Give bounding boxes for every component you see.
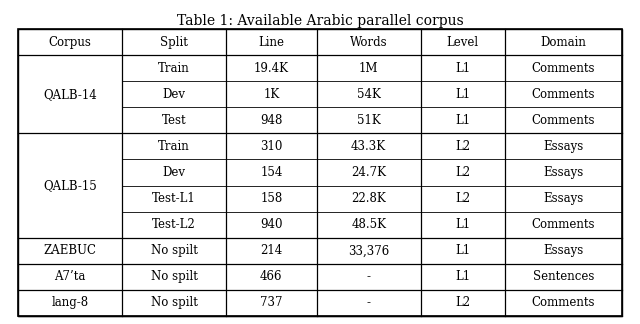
- Text: Comments: Comments: [532, 296, 595, 309]
- Text: Words: Words: [350, 36, 387, 49]
- Text: Comments: Comments: [532, 218, 595, 231]
- Text: Line: Line: [259, 36, 284, 49]
- Text: No spilt: No spilt: [150, 270, 198, 284]
- Text: 51K: 51K: [356, 114, 381, 127]
- Text: 466: 466: [260, 270, 283, 284]
- Text: 310: 310: [260, 140, 282, 153]
- Text: Essays: Essays: [543, 140, 584, 153]
- Text: L1: L1: [455, 218, 470, 231]
- Text: 19.4K: 19.4K: [254, 62, 289, 75]
- Text: lang-8: lang-8: [51, 296, 88, 309]
- Text: L1: L1: [455, 62, 470, 75]
- Text: 214: 214: [260, 244, 282, 257]
- Text: L2: L2: [455, 140, 470, 153]
- Text: 737: 737: [260, 296, 283, 309]
- Text: Domain: Domain: [540, 36, 586, 49]
- Text: QALB-15: QALB-15: [43, 179, 97, 192]
- Text: -: -: [367, 296, 371, 309]
- Text: 24.7K: 24.7K: [351, 166, 386, 179]
- Text: 158: 158: [260, 192, 282, 205]
- Text: Sentences: Sentences: [532, 270, 594, 284]
- Text: Corpus: Corpus: [49, 36, 92, 49]
- Text: Split: Split: [160, 36, 188, 49]
- Text: No spilt: No spilt: [150, 296, 198, 309]
- Text: Train: Train: [158, 62, 190, 75]
- Text: 1K: 1K: [263, 88, 280, 101]
- Text: Comments: Comments: [532, 62, 595, 75]
- Text: Essays: Essays: [543, 192, 584, 205]
- Text: L1: L1: [455, 244, 470, 257]
- Text: Table 1: Available Arabic parallel corpus: Table 1: Available Arabic parallel corpu…: [177, 14, 463, 28]
- Text: 43.3K: 43.3K: [351, 140, 386, 153]
- Text: 54K: 54K: [356, 88, 381, 101]
- Bar: [18, 29, 622, 316]
- Text: 1M: 1M: [359, 62, 378, 75]
- Text: 940: 940: [260, 218, 283, 231]
- Bar: [18, 29, 622, 316]
- Text: Essays: Essays: [543, 244, 584, 257]
- Text: Train: Train: [158, 140, 190, 153]
- Text: L1: L1: [455, 114, 470, 127]
- Text: 154: 154: [260, 166, 282, 179]
- Text: 48.5K: 48.5K: [351, 218, 386, 231]
- Text: L1: L1: [455, 88, 470, 101]
- Text: L2: L2: [455, 166, 470, 179]
- Text: Dev: Dev: [163, 166, 186, 179]
- Text: Essays: Essays: [543, 166, 584, 179]
- Text: No spilt: No spilt: [150, 244, 198, 257]
- Text: A7’ta: A7’ta: [54, 270, 86, 284]
- Text: Level: Level: [447, 36, 479, 49]
- Text: 22.8K: 22.8K: [351, 192, 386, 205]
- Text: Test: Test: [162, 114, 186, 127]
- Text: Comments: Comments: [532, 114, 595, 127]
- Text: 33,376: 33,376: [348, 244, 389, 257]
- Text: QALB-14: QALB-14: [43, 88, 97, 101]
- Text: 948: 948: [260, 114, 282, 127]
- Text: -: -: [367, 270, 371, 284]
- Text: L1: L1: [455, 270, 470, 284]
- Text: Dev: Dev: [163, 88, 186, 101]
- Text: Test-L2: Test-L2: [152, 218, 196, 231]
- Text: L2: L2: [455, 192, 470, 205]
- Text: Comments: Comments: [532, 88, 595, 101]
- Text: L2: L2: [455, 296, 470, 309]
- Text: Test-L1: Test-L1: [152, 192, 196, 205]
- Text: ZAEBUC: ZAEBUC: [44, 244, 97, 257]
